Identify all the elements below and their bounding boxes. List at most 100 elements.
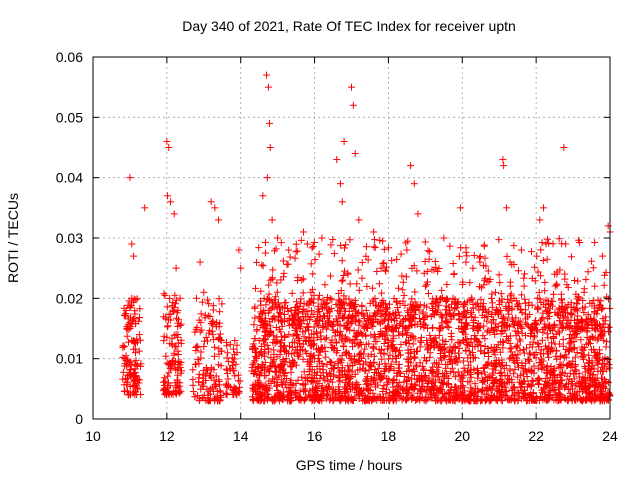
data-point xyxy=(130,345,138,353)
data-point xyxy=(435,264,443,272)
data-point xyxy=(491,351,499,359)
data-point xyxy=(562,382,570,390)
data-point xyxy=(400,386,408,394)
data-point xyxy=(393,372,401,380)
data-point xyxy=(321,281,329,289)
data-point xyxy=(562,346,570,354)
data-point xyxy=(259,192,267,200)
data-point xyxy=(498,361,506,369)
data-point xyxy=(353,280,361,288)
data-point xyxy=(408,395,416,403)
data-point xyxy=(210,376,218,384)
data-point xyxy=(308,397,316,405)
data-point xyxy=(119,375,127,383)
data-point xyxy=(591,238,599,246)
data-point xyxy=(529,377,537,385)
data-point xyxy=(281,311,289,319)
data-point xyxy=(550,366,558,374)
data-point xyxy=(273,387,281,395)
data-point xyxy=(370,243,378,251)
data-point xyxy=(467,371,475,379)
data-point xyxy=(133,335,141,343)
data-point xyxy=(167,316,175,324)
data-point xyxy=(448,364,456,372)
data-point xyxy=(515,363,523,371)
data-point xyxy=(567,253,575,261)
data-point xyxy=(384,304,392,312)
data-point xyxy=(466,279,474,287)
data-point xyxy=(392,358,400,366)
x-tick-label: 22 xyxy=(528,428,544,444)
data-point xyxy=(293,247,301,255)
data-point xyxy=(172,264,180,272)
data-point xyxy=(600,281,608,289)
data-point xyxy=(548,381,556,389)
data-point xyxy=(521,295,529,303)
data-point xyxy=(538,336,546,344)
data-point xyxy=(362,243,370,251)
data-point xyxy=(408,332,416,340)
data-point xyxy=(435,331,443,339)
data-point xyxy=(223,391,231,399)
data-point xyxy=(566,389,574,397)
data-point xyxy=(163,137,171,145)
data-point xyxy=(483,317,491,325)
data-point xyxy=(395,368,403,376)
data-point xyxy=(202,364,210,372)
data-point xyxy=(363,282,371,290)
data-point xyxy=(346,280,354,288)
data-point xyxy=(337,359,345,367)
data-point xyxy=(590,304,598,312)
data-point xyxy=(397,250,405,258)
data-point xyxy=(370,228,378,236)
data-point xyxy=(550,333,558,341)
data-point xyxy=(330,386,338,394)
data-point xyxy=(267,379,275,387)
data-point xyxy=(425,289,433,297)
data-point xyxy=(347,374,355,382)
data-point xyxy=(323,391,331,399)
data-point xyxy=(223,366,231,374)
data-point xyxy=(208,327,216,335)
data-point xyxy=(447,353,455,361)
data-point xyxy=(332,349,340,357)
data-point xyxy=(495,236,503,244)
data-point xyxy=(251,304,259,312)
data-point xyxy=(386,351,394,359)
data-point xyxy=(499,156,507,164)
x-tick-label: 18 xyxy=(381,428,397,444)
data-point xyxy=(263,174,271,182)
data-point xyxy=(261,352,269,360)
data-point xyxy=(260,372,268,380)
data-point xyxy=(557,364,565,372)
data-point xyxy=(573,349,581,357)
data-point xyxy=(469,349,477,357)
data-point xyxy=(285,246,293,254)
data-point xyxy=(585,359,593,367)
data-point xyxy=(604,222,612,230)
data-point xyxy=(217,388,225,396)
data-point xyxy=(392,298,400,306)
data-point xyxy=(137,360,145,368)
data-point xyxy=(507,353,515,361)
data-point xyxy=(210,336,218,344)
data-point xyxy=(283,260,291,268)
data-point xyxy=(310,323,318,331)
data-point xyxy=(263,71,271,79)
data-point xyxy=(345,366,353,374)
data-point xyxy=(267,305,275,313)
data-point xyxy=(231,372,239,380)
data-point xyxy=(377,396,385,404)
data-point xyxy=(517,246,525,254)
data-point xyxy=(327,358,335,366)
data-point xyxy=(497,363,505,371)
data-point xyxy=(334,359,342,367)
data-point xyxy=(551,377,559,385)
data-point xyxy=(441,344,449,352)
data-point xyxy=(450,270,458,278)
data-point xyxy=(218,347,226,355)
data-point xyxy=(192,360,200,368)
data-point xyxy=(192,347,200,355)
data-point xyxy=(481,274,489,282)
data-point xyxy=(561,351,569,359)
